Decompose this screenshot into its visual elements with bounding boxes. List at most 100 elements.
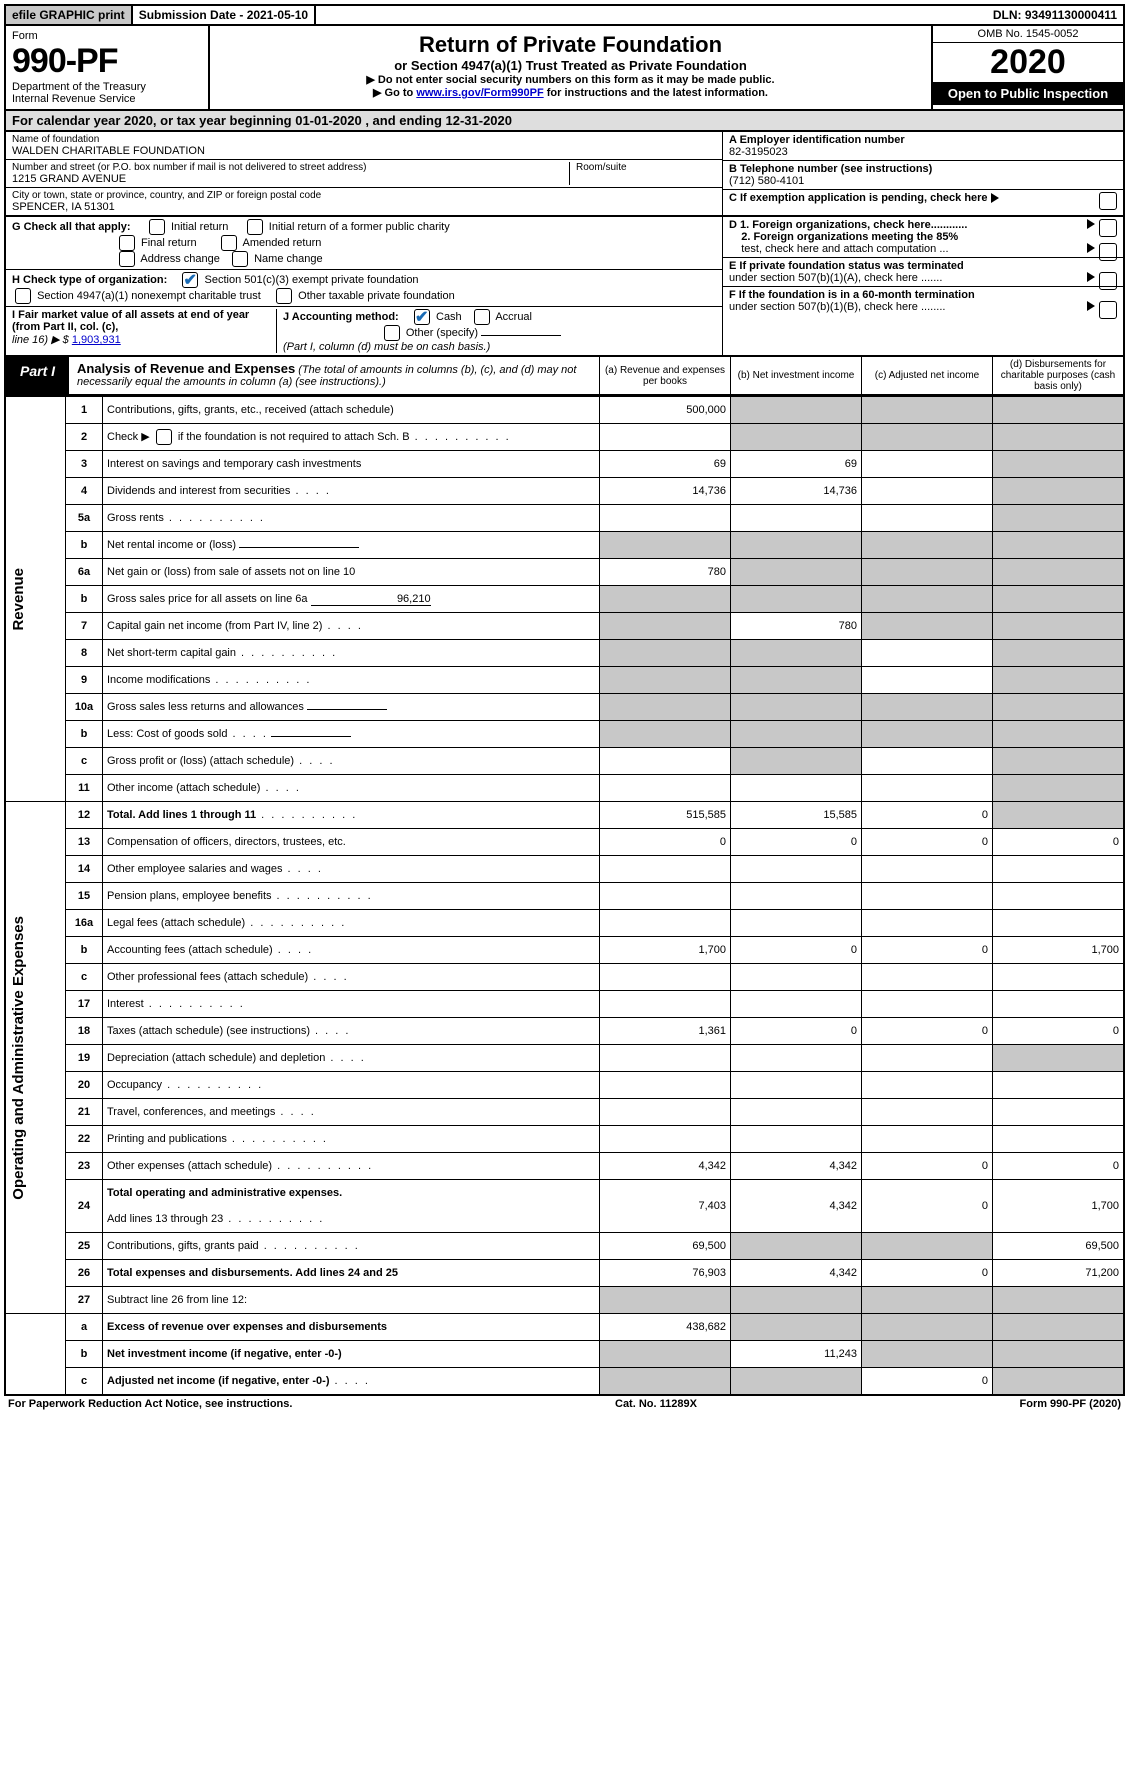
row-desc: Adjusted net income (if negative, enter … (103, 1368, 600, 1396)
cell-d (993, 883, 1125, 910)
f1-label: F If the foundation is in a 60-month ter… (729, 289, 975, 301)
cell-c: 0 (862, 802, 993, 829)
cell-a (600, 505, 731, 532)
j1-label: Cash (436, 311, 462, 323)
j2-checkbox[interactable] (474, 309, 490, 325)
fmv-value[interactable]: 1,903,931 (72, 334, 121, 346)
calendar-year-row: For calendar year 2020, or tax year begi… (4, 111, 1125, 132)
r2-checkbox[interactable] (156, 429, 172, 445)
f2-label: under section 507(b)(1)(B), check here .… (729, 301, 945, 313)
g5-label: Address change (140, 253, 220, 265)
r14-text: Other employee salaries and wages (107, 863, 282, 875)
table-row: b Net rental income or (loss) (5, 532, 1124, 559)
exemption-row: C If exemption application is pending, c… (723, 190, 1123, 206)
cell-b: 4,342 (731, 1180, 862, 1233)
f-checkbox[interactable] (1099, 301, 1117, 319)
table-row: 3 Interest on savings and temporary cash… (5, 451, 1124, 478)
c-checkbox[interactable] (1099, 192, 1117, 210)
checks-left: G Check all that apply: Initial return I… (6, 217, 723, 355)
footer-right: Form 990-PF (2020) (1020, 1398, 1121, 1410)
row-num: b (66, 532, 103, 559)
e-checkbox[interactable] (1099, 272, 1117, 290)
table-row: 25 Contributions, gifts, grants paid 69,… (5, 1233, 1124, 1260)
cell-c (862, 613, 993, 640)
cell-b (731, 505, 862, 532)
r24b-text: Add lines 13 through 23 (107, 1213, 223, 1225)
cell-c (862, 478, 993, 505)
expenses-vlabel: Operating and Administrative Expenses (10, 916, 27, 1200)
row-num: 4 (66, 478, 103, 505)
cell-a (600, 910, 731, 937)
cell-b (731, 667, 862, 694)
g4-checkbox[interactable] (221, 235, 237, 251)
h-label: H Check type of organization: (12, 274, 167, 286)
d2-checkbox[interactable] (1099, 243, 1117, 261)
row-desc: Excess of revenue over expenses and disb… (103, 1314, 600, 1341)
cell-c: 0 (862, 1153, 993, 1180)
r15-text: Pension plans, employee benefits (107, 890, 272, 902)
row-desc: Travel, conferences, and meetings (103, 1099, 600, 1126)
row-num: a (66, 1314, 103, 1341)
g5-checkbox[interactable] (119, 251, 135, 267)
r27c-text: Adjusted net income (if negative, enter … (107, 1375, 329, 1387)
r20-text: Occupancy (107, 1079, 162, 1091)
row-desc: Compensation of officers, directors, tru… (103, 829, 600, 856)
h2-checkbox[interactable] (15, 288, 31, 304)
j1-checkbox[interactable] (414, 309, 430, 325)
arrow-icon (1087, 301, 1095, 311)
cell-d: 0 (993, 1018, 1125, 1045)
cell-d (993, 640, 1125, 667)
title-block: Form 990-PF Department of the Treasury I… (4, 26, 1125, 111)
form-title: Return of Private Foundation (216, 32, 925, 58)
h1-checkbox[interactable] (182, 272, 198, 288)
cell-c: 0 (862, 829, 993, 856)
r16b-text: Accounting fees (attach schedule) (107, 944, 273, 956)
table-row: b Gross sales price for all assets on li… (5, 586, 1124, 613)
cell-b: 11,243 (731, 1341, 862, 1368)
cell-c (862, 721, 993, 748)
phone-label: B Telephone number (see instructions) (729, 163, 1117, 175)
arrow-icon (1087, 243, 1095, 253)
r2-post: if the foundation is not required to att… (175, 431, 410, 443)
cell-a (600, 1287, 731, 1314)
table-row: 5a Gross rents (5, 505, 1124, 532)
row-desc: Contributions, gifts, grants paid (103, 1233, 600, 1260)
d1-checkbox[interactable] (1099, 219, 1117, 237)
g1-checkbox[interactable] (149, 219, 165, 235)
j3-checkbox[interactable] (384, 325, 400, 341)
row-num: 9 (66, 667, 103, 694)
h2-label: Section 4947(a)(1) nonexempt charitable … (37, 290, 261, 302)
form-id-box: Form 990-PF Department of the Treasury I… (6, 26, 210, 109)
table-row: c Adjusted net income (if negative, ente… (5, 1368, 1124, 1396)
irs-link[interactable]: www.irs.gov/Form990PF (416, 87, 543, 99)
j2-label: Accrual (495, 311, 532, 323)
r22-text: Printing and publications (107, 1133, 227, 1145)
cell-c (862, 748, 993, 775)
cell-a: 780 (600, 559, 731, 586)
row-num: 25 (66, 1233, 103, 1260)
g6-checkbox[interactable] (232, 251, 248, 267)
cell-b: 14,736 (731, 478, 862, 505)
cell-b (731, 1287, 862, 1314)
cell-d (993, 1045, 1125, 1072)
omb-number: OMB No. 1545-0052 (933, 26, 1123, 43)
cell-d (993, 1099, 1125, 1126)
dln: DLN: 93491130000411 (987, 6, 1123, 24)
g4-label: Amended return (242, 237, 321, 249)
row-desc: Income modifications (103, 667, 600, 694)
h3-checkbox[interactable] (276, 288, 292, 304)
city-value: SPENCER, IA 51301 (12, 201, 716, 213)
g3-checkbox[interactable] (119, 235, 135, 251)
g2-checkbox[interactable] (247, 219, 263, 235)
foundation-name: WALDEN CHARITABLE FOUNDATION (12, 145, 716, 157)
d2a-label: 2. Foreign organizations meeting the 85% (741, 231, 958, 243)
table-row: b Less: Cost of goods sold (5, 721, 1124, 748)
note2-pre: ▶ Go to (373, 87, 416, 99)
table-row: 7 Capital gain net income (from Part IV,… (5, 613, 1124, 640)
revenue-label-cell: Revenue (5, 397, 66, 802)
row-num: 7 (66, 613, 103, 640)
row-num: 15 (66, 883, 103, 910)
row-desc: Check ▶ if the foundation is not require… (103, 424, 600, 451)
revenue-vlabel: Revenue (10, 568, 27, 631)
row-num: 24 (66, 1180, 103, 1233)
